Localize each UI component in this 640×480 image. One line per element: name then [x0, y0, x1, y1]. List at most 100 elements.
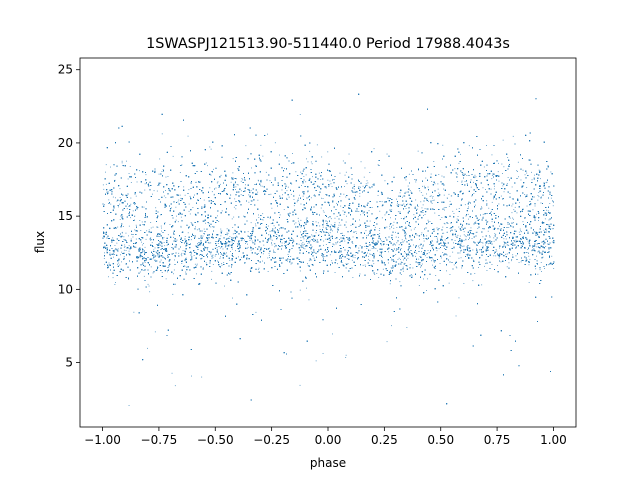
data-point — [429, 196, 431, 197]
data-point — [302, 246, 304, 248]
data-point — [279, 228, 280, 230]
data-point — [190, 251, 192, 253]
data-point — [319, 231, 321, 233]
data-point — [163, 242, 165, 243]
data-point — [430, 195, 432, 197]
data-point — [488, 243, 489, 245]
data-point — [426, 290, 427, 291]
data-point — [316, 239, 318, 241]
data-point — [226, 232, 228, 234]
data-point — [157, 245, 159, 247]
data-point — [426, 208, 428, 210]
data-point — [429, 221, 431, 222]
data-point — [462, 245, 464, 247]
data-point — [255, 225, 257, 227]
data-point — [486, 270, 488, 271]
data-point — [284, 168, 285, 169]
data-point — [369, 260, 371, 261]
data-point — [441, 175, 443, 177]
data-point — [421, 232, 423, 234]
data-point — [282, 194, 283, 196]
data-point — [544, 218, 546, 220]
data-point — [102, 184, 104, 186]
data-point — [370, 254, 372, 255]
data-point — [464, 235, 466, 237]
data-point — [509, 166, 510, 167]
data-point — [196, 229, 198, 231]
data-point — [424, 255, 426, 257]
data-point — [143, 206, 145, 208]
data-point — [330, 224, 332, 226]
data-point — [434, 183, 436, 185]
data-point — [211, 270, 213, 272]
data-point — [461, 180, 463, 182]
data-point — [205, 162, 207, 164]
data-point — [444, 223, 446, 225]
data-point — [384, 228, 386, 229]
data-point — [104, 247, 106, 248]
data-point — [500, 261, 502, 263]
data-point — [495, 234, 497, 235]
data-point — [144, 262, 146, 263]
data-point — [270, 238, 272, 240]
data-point — [511, 259, 513, 260]
data-point — [188, 189, 190, 191]
data-point — [400, 274, 402, 275]
data-point — [323, 211, 325, 213]
data-point — [462, 174, 463, 176]
data-point — [460, 257, 462, 259]
data-point — [119, 188, 121, 190]
data-point — [121, 251, 123, 253]
data-point — [121, 231, 123, 233]
data-point — [459, 244, 461, 246]
data-point — [329, 232, 331, 234]
data-point — [317, 222, 319, 224]
data-point — [114, 284, 116, 285]
data-point — [161, 243, 163, 245]
data-point — [109, 252, 111, 254]
data-point — [242, 179, 244, 181]
data-point — [379, 233, 381, 234]
data-point — [357, 210, 358, 212]
data-point — [122, 226, 124, 227]
data-point — [321, 255, 322, 256]
data-point — [151, 239, 153, 240]
data-point — [144, 189, 146, 191]
data-point — [364, 167, 366, 169]
data-point — [331, 186, 333, 187]
data-point — [305, 233, 307, 234]
data-point — [486, 200, 488, 202]
data-point — [145, 238, 147, 240]
data-point — [377, 195, 379, 196]
data-point — [419, 238, 420, 240]
data-point — [442, 226, 444, 228]
data-point — [225, 211, 227, 212]
data-point — [471, 238, 473, 239]
data-point — [293, 199, 295, 200]
data-point — [373, 263, 375, 265]
chart-title: 1SWASPJ121513.90-511440.0 Period 17988.4… — [146, 36, 510, 52]
data-point — [427, 219, 429, 221]
data-point — [188, 203, 190, 205]
data-point — [420, 234, 422, 236]
data-point — [187, 242, 189, 244]
data-point — [133, 202, 134, 204]
data-point — [316, 144, 318, 146]
data-point — [388, 251, 389, 253]
data-point — [180, 241, 182, 242]
data-point — [350, 207, 351, 209]
data-point — [531, 250, 533, 252]
data-point — [498, 175, 500, 177]
data-point — [399, 281, 401, 283]
data-point — [405, 179, 407, 181]
data-point — [515, 255, 517, 257]
data-point — [280, 239, 282, 241]
data-point — [212, 226, 214, 228]
data-point — [431, 257, 433, 259]
data-point — [365, 266, 366, 267]
data-point — [360, 161, 362, 163]
data-point — [423, 215, 424, 216]
data-point — [267, 225, 269, 227]
data-point — [521, 231, 522, 233]
data-point — [320, 179, 322, 180]
